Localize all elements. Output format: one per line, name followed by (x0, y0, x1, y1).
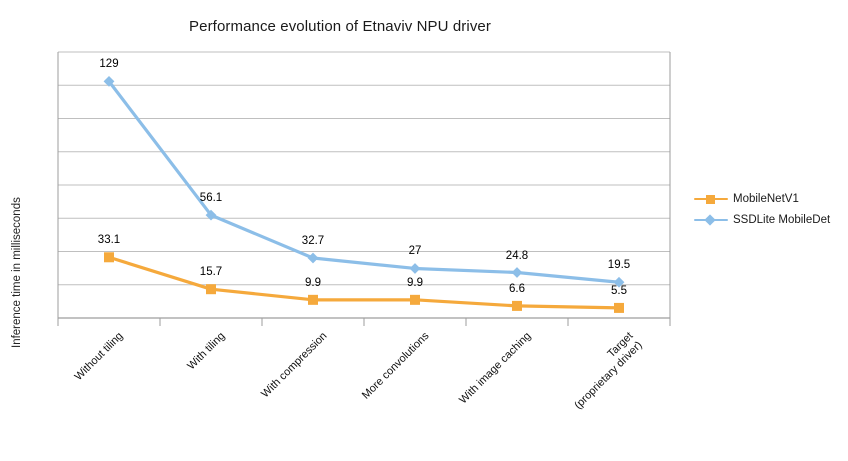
legend-item-mobilenetv1[interactable]: MobileNetV1 (694, 188, 848, 209)
series-line-ssdlite-mobiledet (107, 79, 621, 284)
data-value-label: 27 (408, 245, 422, 258)
chart-legend: MobileNetV1 SSDLite MobileDet (694, 188, 848, 230)
data-value-label: 33.1 (97, 234, 121, 247)
data-point-marker (613, 276, 625, 288)
data-value-label: 19.5 (607, 259, 631, 272)
chart-title: Performance evolution of Etnaviv NPU dri… (189, 18, 491, 35)
data-point-marker (614, 302, 624, 313)
x-axis-ticks (57, 318, 671, 326)
data-value-label: 15.7 (199, 266, 223, 279)
data-value-label: 24.8 (505, 249, 529, 262)
data-value-label: 9.9 (407, 276, 423, 289)
legend-label-ssdlite-mobiledet: SSDLite MobileDet (733, 213, 831, 226)
data-point-marker (512, 300, 522, 311)
data-value-label: 129 (99, 58, 119, 71)
data-point-marker (307, 252, 319, 264)
data-point-marker (410, 294, 420, 305)
data-point-marker (511, 267, 523, 278)
data-value-label: 32.7 (301, 235, 325, 247)
data-point-marker (205, 209, 217, 221)
data-series (103, 75, 625, 313)
legend-item-ssdlite-mobiledet[interactable]: SSDLite MobileDet (694, 209, 848, 230)
plot-area (57, 51, 671, 326)
data-value-label: 5.5 (611, 284, 627, 297)
data-value-label: 56.1 (199, 192, 223, 205)
legend-swatch-diamond-icon (694, 213, 728, 227)
data-point-marker (409, 263, 421, 274)
data-point-marker (206, 284, 216, 295)
data-value-label: 9.9 (305, 276, 321, 289)
series-line-mobilenetv1 (107, 255, 621, 310)
legend-swatch-square-icon (694, 192, 728, 206)
legend-label-mobilenetv1: MobileNetV1 (733, 192, 799, 205)
data-point-marker (103, 75, 115, 87)
data-point-marker (308, 294, 318, 305)
data-value-label: 6.6 (509, 282, 525, 295)
chart-container: Performance evolution of Etnaviv NPU dri… (11, 18, 848, 411)
data-point-marker (104, 252, 114, 263)
